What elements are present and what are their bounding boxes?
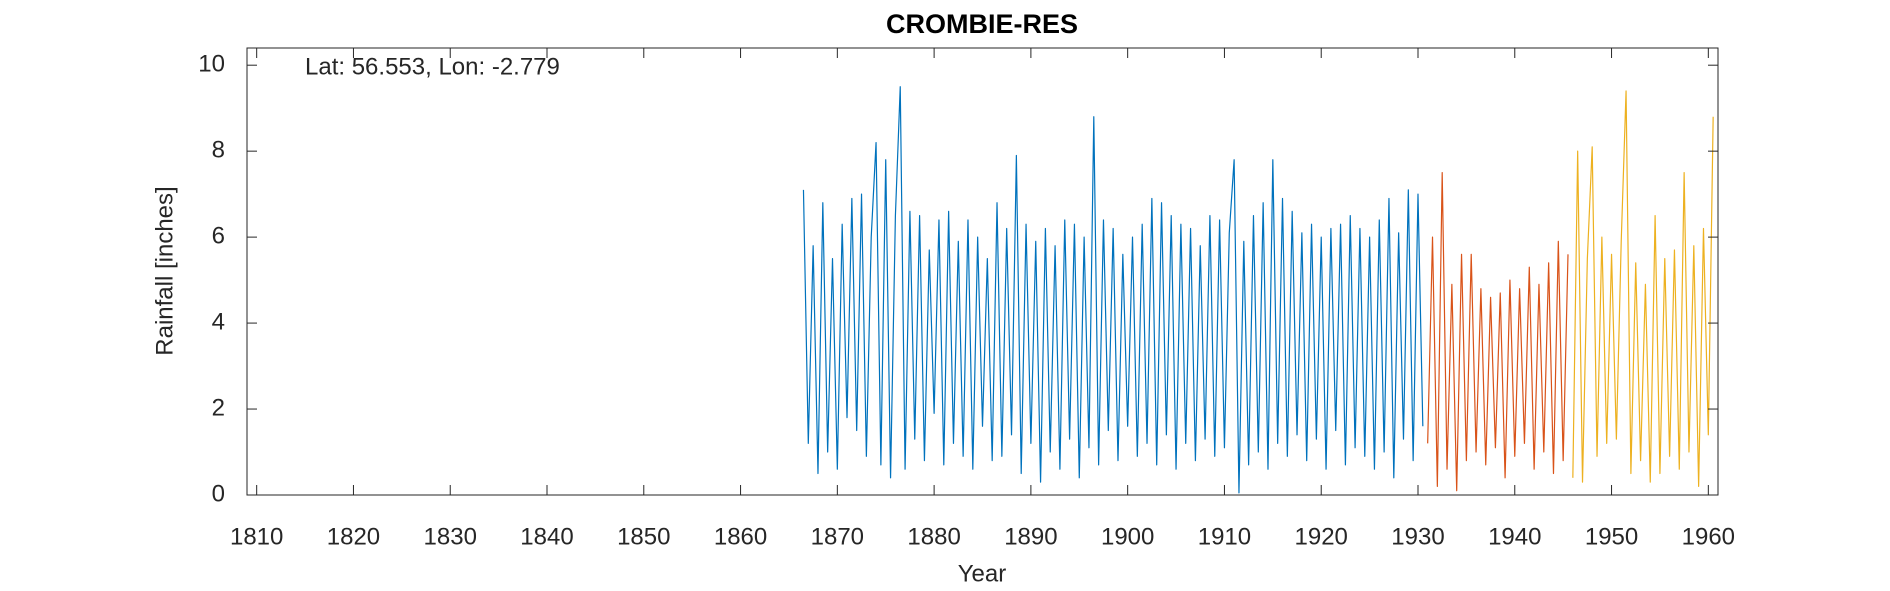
x-tick-label: 1900 [1101,523,1154,550]
x-tick-label: 1890 [1004,523,1057,550]
data-line [1427,172,1569,492]
x-tick-label: 1880 [907,523,960,550]
x-tick-label: 1960 [1682,523,1735,550]
x-tick-label: 1830 [424,523,477,550]
x-tick-label: 1920 [1295,523,1348,550]
data-line [1572,90,1714,487]
y-tick-label: 10 [198,51,225,78]
y-tick-label: 6 [212,222,225,249]
x-tick-label: 1850 [617,523,670,550]
plot-frame [246,47,1719,496]
y-tick-label: 2 [212,394,225,421]
x-tick-label: 1840 [520,523,573,550]
x-tick-label: 1820 [327,523,380,550]
y-tick-label: 4 [212,308,225,335]
x-axis-label: Year [958,560,1007,587]
annotation: Lat: 56.553, Lon: -2.779 [305,53,560,80]
x-tick-label: 1860 [714,523,767,550]
x-tick-label: 1870 [811,523,864,550]
chart-title: CROMBIE-RES [886,9,1078,39]
data-line [802,86,1424,494]
x-tick-label: 1940 [1488,523,1541,550]
x-tick-label: 1950 [1585,523,1638,550]
x-tick-label: 1930 [1391,523,1444,550]
y-axis-label: Rainfall [inches] [151,186,178,355]
y-tick-label: 8 [212,136,225,163]
x-tick-label: 1810 [230,523,283,550]
x-tick-label: 1910 [1198,523,1251,550]
y-tick-label: 0 [212,480,225,507]
